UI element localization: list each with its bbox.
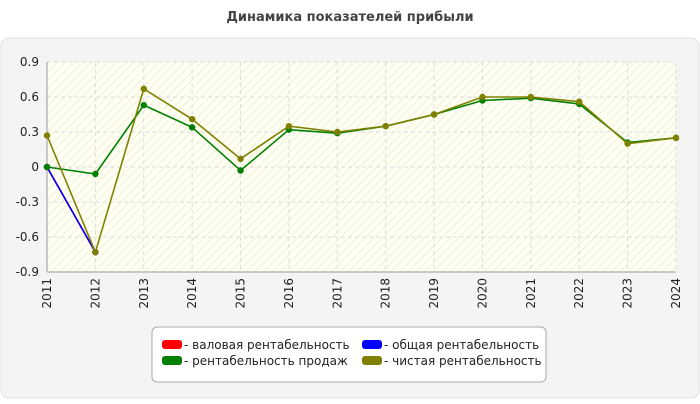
- data-point: [43, 163, 51, 171]
- data-point: [479, 93, 486, 101]
- y-tick-label: 0.6: [20, 90, 39, 104]
- data-point: [672, 134, 680, 142]
- legend-label: - общая рентабельность: [384, 338, 539, 352]
- data-point: [285, 122, 293, 130]
- data-point: [43, 132, 51, 139]
- data-point: [92, 248, 99, 256]
- y-tick-label: -0.9: [16, 265, 39, 279]
- legend-swatch: [162, 340, 182, 349]
- data-point: [140, 85, 147, 93]
- x-tick-label: 2023: [621, 278, 635, 309]
- data-point: [382, 122, 389, 130]
- x-tick-label: 2016: [282, 278, 296, 309]
- data-point: [237, 155, 244, 163]
- x-tick-label: 2020: [475, 278, 489, 309]
- plot-area: [47, 62, 676, 272]
- data-point: [624, 140, 631, 147]
- data-point: [237, 167, 244, 174]
- y-tick-label: 0: [31, 160, 39, 174]
- x-tick-label: 2024: [669, 278, 683, 309]
- series-line: [46, 166, 97, 253]
- y-tick-label: 0.9: [20, 55, 39, 69]
- legend-label: - валовая рентабельность: [184, 338, 350, 352]
- x-tick-label: 2022: [572, 278, 586, 309]
- y-tick-label: -0.3: [16, 195, 39, 209]
- legend-swatch: [162, 356, 182, 365]
- data-point: [140, 101, 147, 109]
- y-tick-label: -0.6: [16, 230, 39, 244]
- x-tick-label: 2013: [137, 278, 151, 309]
- x-tick-label: 2012: [88, 278, 102, 309]
- legend-label: - чистая рентабельность: [384, 354, 542, 368]
- x-tick-label: 2021: [524, 278, 538, 309]
- x-tick-label: 2018: [379, 278, 393, 309]
- legend-swatch: [362, 356, 382, 365]
- data-point: [188, 124, 196, 131]
- x-tick-label: 2015: [234, 278, 248, 309]
- series-line: [46, 87, 677, 255]
- y-tick-label: 0.3: [20, 125, 39, 139]
- data-point: [334, 128, 341, 136]
- legend-swatch: [362, 340, 382, 349]
- x-tick-label: 2019: [427, 278, 441, 309]
- legend-label: - рентабельность продаж: [184, 354, 348, 368]
- legend: [151, 326, 547, 383]
- x-tick-label: 2014: [185, 278, 199, 309]
- data-point: [188, 115, 196, 123]
- data-point: [430, 111, 438, 118]
- x-tick-label: 2011: [40, 278, 54, 309]
- data-point: [527, 93, 535, 101]
- data-point: [576, 98, 583, 105]
- data-point: [92, 170, 99, 178]
- x-tick-label: 2017: [330, 278, 344, 309]
- chart-title: Динамика показателей прибыли: [226, 10, 473, 25]
